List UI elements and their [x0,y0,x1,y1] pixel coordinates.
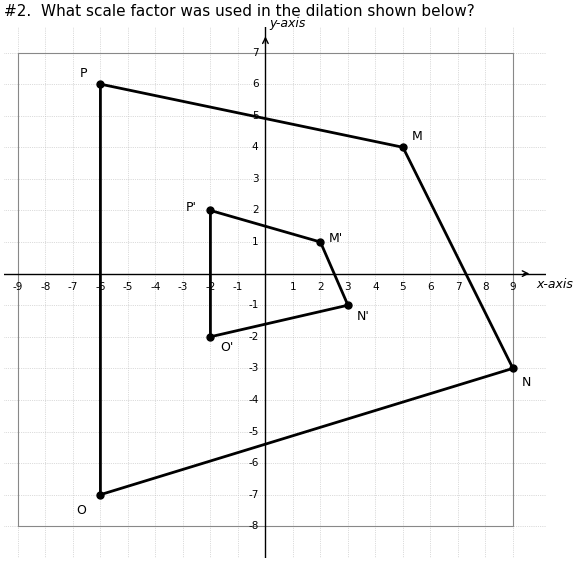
Text: -9: -9 [13,282,23,292]
Text: -3: -3 [178,282,188,292]
Text: 5: 5 [252,111,259,121]
Text: -7: -7 [248,490,259,500]
Text: 6: 6 [427,282,434,292]
Text: -4: -4 [248,395,259,405]
Text: -7: -7 [68,282,78,292]
Text: 1: 1 [252,237,259,247]
Text: 9: 9 [510,282,516,292]
Text: 3: 3 [345,282,351,292]
Text: N: N [522,376,532,389]
Text: x-axis: x-axis [536,278,573,291]
Text: N': N' [357,310,369,323]
Text: -6: -6 [95,282,105,292]
Text: -1: -1 [233,282,243,292]
Text: O': O' [220,341,233,354]
Text: 2: 2 [317,282,324,292]
Text: 4: 4 [372,282,379,292]
Text: M': M' [328,232,343,246]
Text: -6: -6 [248,458,259,468]
Text: -8: -8 [40,282,50,292]
Text: -1: -1 [248,300,259,310]
Text: -3: -3 [248,364,259,373]
Text: M: M [411,130,422,143]
Text: -2: -2 [205,282,215,292]
Text: 8: 8 [482,282,489,292]
Text: -8: -8 [248,521,259,531]
Text: 2: 2 [252,206,259,215]
Text: P': P' [186,201,197,214]
Text: 7: 7 [455,282,461,292]
Text: 5: 5 [400,282,406,292]
Text: -2: -2 [248,332,259,342]
Text: -5: -5 [123,282,133,292]
Text: P: P [80,66,87,80]
Text: 7: 7 [252,48,259,57]
Text: -4: -4 [150,282,160,292]
Text: 6: 6 [252,79,259,89]
Text: 4: 4 [252,142,259,152]
Text: 1: 1 [290,282,296,292]
Text: -5: -5 [248,427,259,437]
Text: 3: 3 [252,174,259,184]
Text: O: O [76,504,86,517]
Text: y-axis: y-axis [270,17,306,30]
Text: #2.  What scale factor was used in the dilation shown below?: #2. What scale factor was used in the di… [4,4,475,19]
